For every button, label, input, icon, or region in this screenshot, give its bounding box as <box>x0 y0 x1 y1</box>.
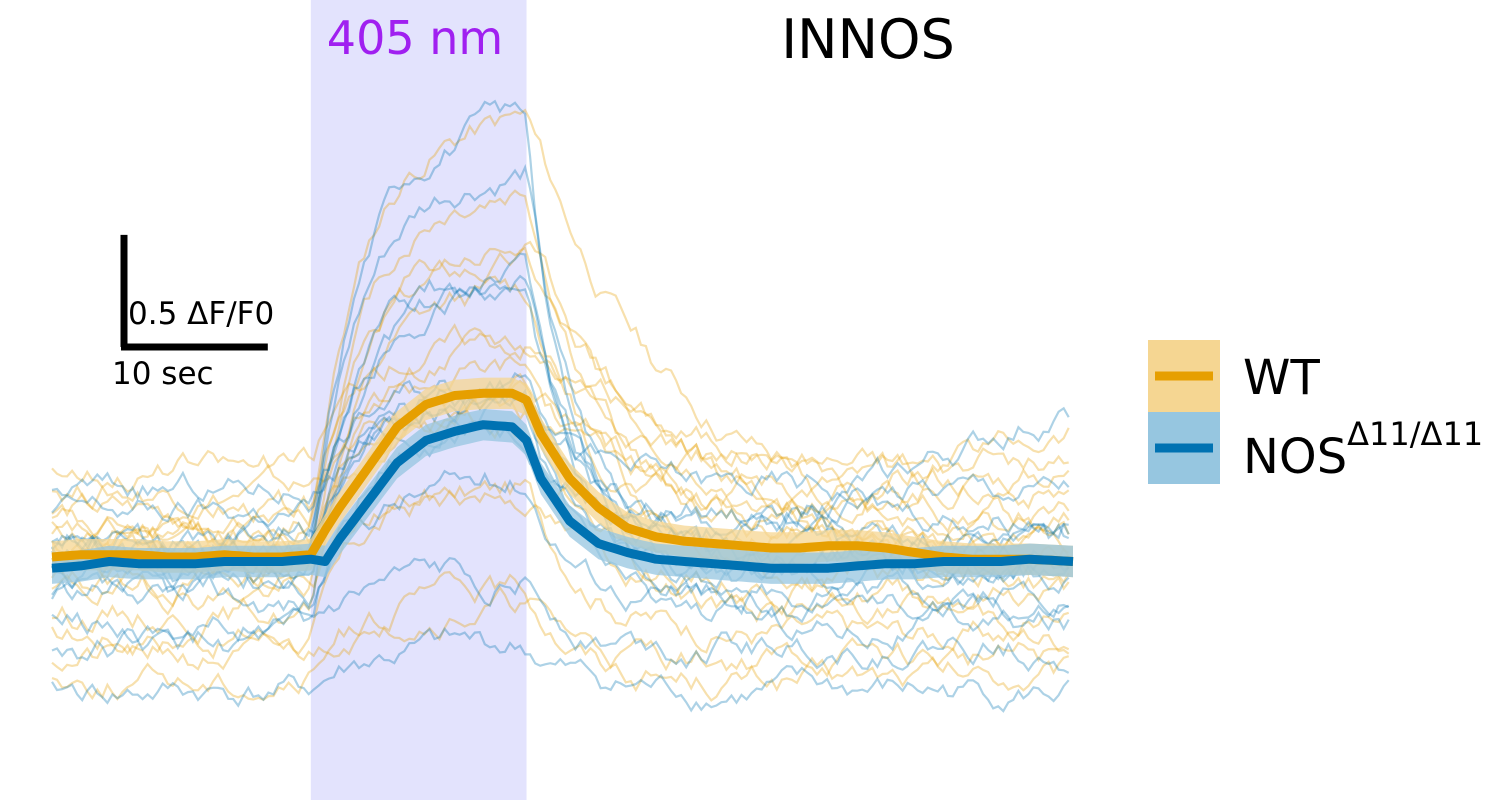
trial-trace-wt-7 <box>51 478 1070 660</box>
mean-trace-nos <box>51 420 1074 573</box>
legend: WT NOSΔ11/Δ11 <box>1148 340 1483 485</box>
trial-trace-wt-5 <box>51 379 1070 646</box>
stimulus-label: 405 nm <box>327 11 503 65</box>
legend-entry-wt: WT <box>1148 340 1320 412</box>
legend-entry-nos: NOSΔ11/Δ11 <box>1148 412 1483 485</box>
trial-trace-wt-15 <box>51 570 1070 702</box>
sem-band-wt <box>52 377 1073 578</box>
individual-trials <box>51 99 1070 713</box>
trial-trace-wt-1 <box>51 108 1070 543</box>
sem-bands <box>52 377 1073 584</box>
trial-trace-nos-11 <box>51 627 1070 713</box>
scale-bar-x-label: 10 sec <box>112 356 214 392</box>
trial-trace-wt-4 <box>51 246 1070 530</box>
trial-trace-nos-14 <box>51 379 1070 514</box>
trial-trace-wt-11 <box>51 585 1070 678</box>
trial-trace-nos-9 <box>51 557 1070 674</box>
scale-bar-y-label: 0.5 ΔF/F0 <box>128 296 274 332</box>
sem-band-nos <box>52 409 1073 584</box>
chart-title: INNOS <box>781 8 955 71</box>
trial-trace-wt-14 <box>51 355 1070 551</box>
legend-label-nos: NOSΔ11/Δ11 <box>1243 415 1483 485</box>
legend-label-wt: WT <box>1243 350 1320 406</box>
trial-trace-nos-7 <box>51 469 1070 624</box>
trial-trace-nos-8 <box>51 420 1069 540</box>
scale-bar: 0.5 ΔF/F0 10 sec <box>112 234 274 392</box>
trial-trace-wt-16 <box>51 323 1069 493</box>
trial-trace-nos-5 <box>51 389 1070 652</box>
mean-traces <box>51 388 1074 573</box>
mean-trace-wt <box>51 388 1074 566</box>
trial-trace-wt-10 <box>51 387 1070 525</box>
